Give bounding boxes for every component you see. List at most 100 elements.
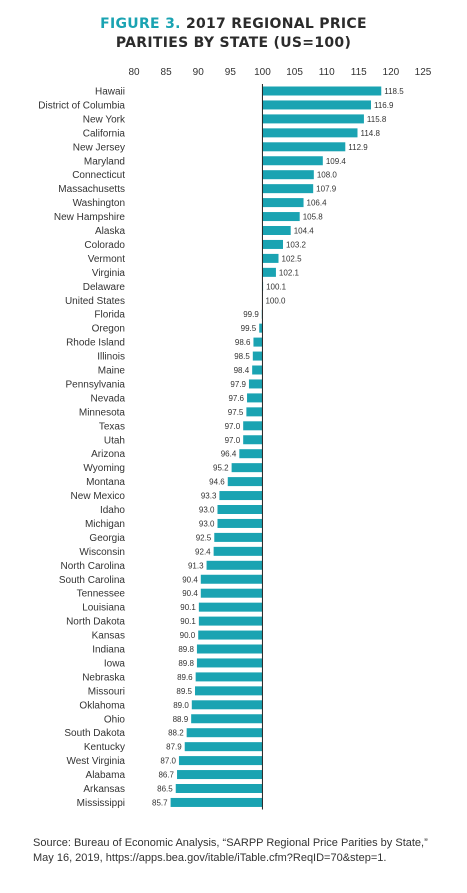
value-label: 94.6 bbox=[209, 478, 225, 487]
category-label: New Hampshire bbox=[54, 212, 126, 223]
category-label: Idaho bbox=[100, 505, 125, 516]
category-label: California bbox=[83, 128, 126, 139]
bar bbox=[262, 128, 358, 138]
source-line-2: May 16, 2019, https://apps.bea.gov/itabl… bbox=[33, 852, 387, 864]
category-label: New Jersey bbox=[73, 142, 125, 153]
value-label: 89.8 bbox=[178, 659, 194, 668]
x-tick-label: 95 bbox=[225, 67, 237, 78]
value-label: 90.0 bbox=[180, 631, 196, 640]
category-label: Montana bbox=[86, 477, 125, 488]
category-label: Iowa bbox=[104, 658, 126, 669]
category-label: Missouri bbox=[88, 686, 125, 697]
value-label: 97.9 bbox=[230, 380, 246, 389]
category-label: Texas bbox=[99, 421, 125, 432]
value-label: 114.8 bbox=[360, 129, 380, 138]
bar bbox=[213, 546, 263, 556]
value-label: 99.5 bbox=[241, 324, 257, 333]
value-label: 109.4 bbox=[326, 157, 347, 166]
value-label: 88.9 bbox=[173, 715, 189, 724]
category-label: Louisiana bbox=[82, 603, 125, 614]
x-tick-label: 105 bbox=[286, 67, 303, 78]
category-label: North Carolina bbox=[61, 561, 126, 572]
value-label: 100.1 bbox=[266, 282, 287, 291]
bar bbox=[262, 239, 283, 249]
category-label: Delaware bbox=[83, 282, 126, 293]
category-label: Massachusetts bbox=[58, 184, 125, 195]
category-label: Maryland bbox=[84, 156, 125, 167]
bar bbox=[262, 114, 364, 124]
value-label: 98.5 bbox=[234, 352, 250, 361]
bar bbox=[262, 184, 314, 194]
category-label: Wisconsin bbox=[79, 547, 125, 558]
category-label: Nevada bbox=[91, 393, 126, 404]
category-label: District of Columbia bbox=[38, 100, 125, 111]
source-note: Source: Bureau of Economic Analysis, “SA… bbox=[33, 836, 453, 866]
bar bbox=[243, 435, 263, 445]
value-label: 93.3 bbox=[201, 492, 217, 501]
bar bbox=[262, 142, 346, 152]
bar bbox=[184, 742, 263, 752]
category-label: Kansas bbox=[92, 631, 125, 642]
bar bbox=[217, 505, 263, 514]
bar bbox=[217, 518, 263, 528]
category-label: Tennessee bbox=[77, 589, 126, 600]
category-label: United States bbox=[65, 296, 125, 307]
bar bbox=[262, 156, 323, 166]
bar bbox=[262, 253, 279, 263]
category-label: North Dakota bbox=[66, 617, 125, 628]
bar bbox=[186, 728, 263, 738]
category-label: Connecticut bbox=[72, 170, 125, 181]
category-label: Arizona bbox=[91, 449, 125, 460]
bar bbox=[177, 770, 263, 780]
bar bbox=[248, 379, 263, 389]
category-label: New Mexico bbox=[71, 491, 126, 502]
value-label: 87.9 bbox=[166, 743, 182, 752]
value-label: 112.9 bbox=[348, 143, 368, 152]
bar bbox=[195, 672, 263, 682]
bar bbox=[219, 491, 263, 501]
category-label: South Carolina bbox=[59, 575, 126, 586]
bar bbox=[175, 784, 263, 793]
bar bbox=[198, 616, 263, 626]
value-label: 102.5 bbox=[282, 254, 303, 263]
category-label: Oregon bbox=[92, 324, 125, 335]
bar bbox=[239, 449, 263, 459]
bar bbox=[227, 477, 263, 487]
bar bbox=[262, 170, 314, 180]
bar bbox=[262, 86, 382, 96]
bar bbox=[195, 686, 263, 696]
x-tick-label: 85 bbox=[161, 67, 173, 78]
x-tick-label: 100 bbox=[254, 67, 271, 78]
category-label: Indiana bbox=[92, 645, 125, 656]
category-label: Washington bbox=[73, 198, 125, 209]
category-label: Michigan bbox=[85, 519, 125, 530]
bar bbox=[246, 407, 263, 417]
bar bbox=[178, 756, 263, 766]
x-tick-label: 125 bbox=[415, 67, 432, 78]
x-tick-label: 120 bbox=[383, 67, 400, 78]
bar-chart: 80 85 90 95 100 105 110 115 120 125 Hawaii 118.5 Dis… bbox=[38, 67, 432, 810]
category-label: Wyoming bbox=[83, 463, 125, 474]
value-label: 105.8 bbox=[303, 213, 324, 222]
category-label: Minnesota bbox=[79, 407, 126, 418]
category-label: Oklahoma bbox=[79, 700, 125, 711]
title-text: 2017 REGIONAL PRICE bbox=[185, 16, 367, 32]
bar bbox=[259, 323, 263, 333]
value-label: 90.1 bbox=[180, 617, 196, 626]
value-label: 90.4 bbox=[182, 589, 198, 598]
bar bbox=[253, 337, 263, 347]
value-label: 90.4 bbox=[182, 575, 198, 584]
value-label: 88.2 bbox=[168, 729, 184, 738]
value-label: 90.1 bbox=[180, 603, 196, 612]
bar bbox=[247, 393, 263, 403]
value-label: 95.2 bbox=[213, 464, 229, 473]
category-label: Arkansas bbox=[83, 784, 125, 795]
source-line-1: Source: Bureau of Economic Analysis, “SA… bbox=[33, 837, 428, 849]
bar bbox=[170, 797, 263, 807]
category-label: Colorado bbox=[84, 240, 125, 251]
category-label: Utah bbox=[104, 435, 125, 446]
category-label: Alabama bbox=[86, 770, 126, 781]
bar bbox=[262, 267, 276, 277]
value-label: 98.6 bbox=[235, 338, 251, 347]
category-label: West Virginia bbox=[66, 756, 125, 767]
